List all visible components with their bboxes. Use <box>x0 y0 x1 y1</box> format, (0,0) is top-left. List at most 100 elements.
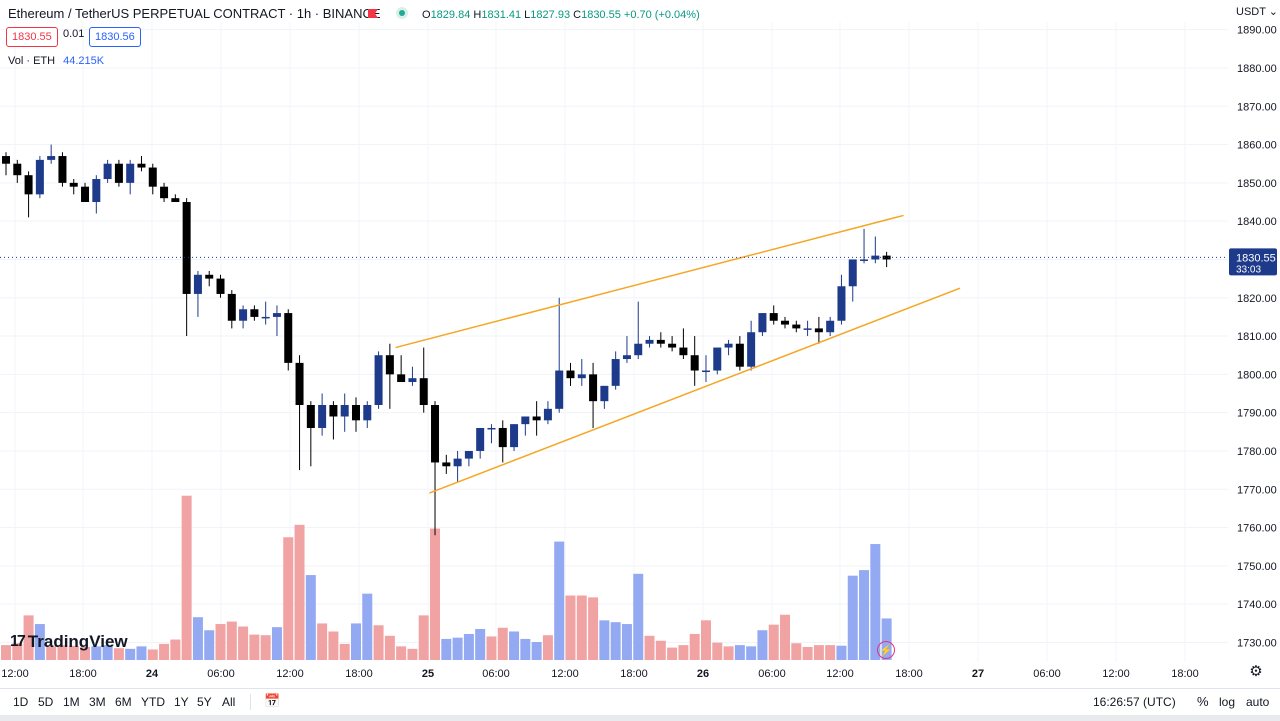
range-1d[interactable]: 1D <box>13 695 29 709</box>
price-chart[interactable]: 1730.00 1740.00 1750.00 1760.00 1770.00 1780.… <box>0 0 1280 690</box>
high-label: H <box>473 9 482 21</box>
candle-body <box>566 370 575 379</box>
time-tick-label: 12:00 <box>1102 668 1130 680</box>
price-tick-label: 1890.00 <box>1237 25 1277 37</box>
time-tick-label: 06:00 <box>207 668 235 680</box>
candle-body <box>713 347 722 371</box>
candle-body <box>431 405 440 463</box>
range-5d[interactable]: 5D <box>38 695 54 709</box>
candle-body <box>318 405 327 428</box>
volume-bar <box>463 633 474 660</box>
volume-bar <box>780 614 791 660</box>
volume-bar <box>238 626 249 660</box>
volume-bar <box>170 639 181 660</box>
candle-body <box>792 324 801 329</box>
open-value: 1829.84 <box>430 9 471 21</box>
volume-bar <box>68 645 79 660</box>
candle-body <box>668 343 677 348</box>
candle-body <box>92 179 101 203</box>
volume-bar <box>91 646 102 660</box>
range-1m[interactable]: 1M <box>63 695 80 709</box>
chevron-down-icon: ⌄ <box>1265 6 1279 18</box>
volume-bar <box>159 643 170 660</box>
candle-body <box>837 286 846 321</box>
trendline-lower <box>429 287 961 494</box>
candle-body <box>137 163 146 168</box>
volume-bar <box>678 645 689 660</box>
volume-bar <box>362 593 373 660</box>
calendar-icon[interactable]: 📅 <box>264 693 281 708</box>
percent-toggle[interactable]: % <box>1197 694 1209 709</box>
volume-bar <box>859 570 870 660</box>
time-tick-label: 12:00 <box>826 668 854 680</box>
candle-body <box>735 343 744 367</box>
price-tick-label: 1800.00 <box>1237 369 1277 381</box>
candle-body <box>656 339 665 344</box>
volume-bar <box>689 633 700 660</box>
volume-bar <box>271 627 282 660</box>
sell-button[interactable]: 1830.55 <box>6 27 58 47</box>
candle-body <box>769 313 778 321</box>
logo-text: TradingView <box>27 632 128 651</box>
time-tick-label: 12:00 <box>551 668 579 680</box>
volume-bar <box>418 615 429 660</box>
market-status-icon[interactable] <box>396 7 408 19</box>
range-all[interactable]: All <box>222 695 236 709</box>
volume-value: 44.215K <box>63 55 105 67</box>
price-tick-label: 1880.00 <box>1237 63 1277 75</box>
candle-body <box>216 278 225 294</box>
log-toggle[interactable]: log <box>1219 695 1236 709</box>
tradingview-logo[interactable]: 17 TradingView <box>10 632 128 652</box>
low-value: 1827.93 <box>530 9 571 21</box>
time-tick-label: 26 <box>697 668 709 680</box>
volume-bar <box>12 643 23 660</box>
volume-bar <box>633 573 644 660</box>
volume-bar <box>554 541 565 660</box>
volume-bar <box>452 637 463 660</box>
tv-logo-icon: 17 <box>10 633 26 650</box>
range-6m[interactable]: 6M <box>115 695 132 709</box>
volume-legend[interactable]: Vol · ETH 44.215K <box>8 55 104 67</box>
price-tick-label: 1760.00 <box>1237 523 1277 535</box>
volume-bar <box>757 630 768 660</box>
volume-bar <box>294 524 305 660</box>
flag-icon[interactable] <box>368 9 378 18</box>
gear-icon[interactable]: ⚙ <box>1249 663 1263 680</box>
time-tick-label: 18:00 <box>69 668 97 680</box>
symbol-title[interactable]: Ethereum / TetherUS PERPETUAL CONTRACT ·… <box>8 6 381 21</box>
volume-bar <box>746 646 757 660</box>
range-1y[interactable]: 1Y <box>174 695 189 709</box>
range-5y[interactable]: 5Y <box>197 695 212 709</box>
price-tick-label: 1820.00 <box>1237 293 1277 305</box>
range-ytd[interactable]: YTD <box>141 695 165 709</box>
candle-body <box>171 198 180 203</box>
volume-bar <box>870 544 881 660</box>
volume-bar <box>328 631 339 660</box>
change-value: +0.70 (+0.04%) <box>623 9 700 21</box>
volume-bar <box>644 635 655 660</box>
volume-bar <box>655 640 666 660</box>
candle-body <box>577 374 586 379</box>
currency-selector[interactable]: USDT ⌄ <box>1236 5 1278 18</box>
volume-bar <box>791 643 802 660</box>
candle-body <box>882 255 891 260</box>
grid <box>0 22 1228 662</box>
candle-body <box>295 362 304 405</box>
candle-body <box>543 408 552 421</box>
candle-body <box>227 293 236 321</box>
candle-body <box>589 374 598 402</box>
range-3m[interactable]: 3M <box>89 695 106 709</box>
candle-body <box>193 274 202 294</box>
price-tick-label: 1840.00 <box>1237 216 1277 228</box>
lightning-icon[interactable]: ⚡ <box>877 641 895 659</box>
auto-toggle[interactable]: auto <box>1246 695 1270 709</box>
ohlc-values: O1829.84 H1831.41 L1827.93 C1830.55 +0.7… <box>422 9 700 21</box>
candle-body <box>385 355 394 375</box>
volume-bar <box>384 635 395 660</box>
buy-button[interactable]: 1830.56 <box>89 27 141 47</box>
time-tick-label: 25 <box>422 668 434 680</box>
candle-body <box>35 159 44 195</box>
price-tick-label: 1810.00 <box>1237 331 1277 343</box>
utc-clock[interactable]: 16:26:57 (UTC) <box>1093 695 1176 709</box>
